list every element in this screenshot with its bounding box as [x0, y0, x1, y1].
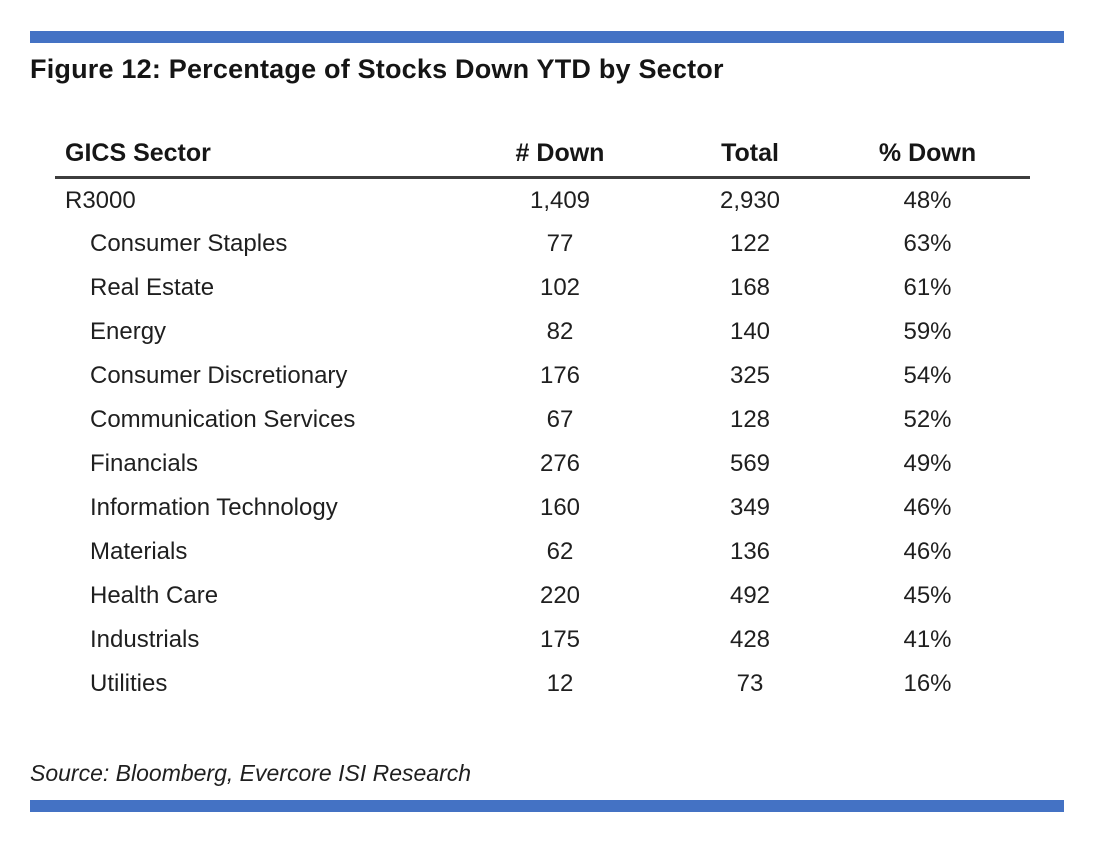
down-cell: 102: [539, 273, 581, 301]
sector-cell: Communication Services: [90, 405, 356, 433]
sector-cell: Materials: [90, 537, 188, 565]
pct-cell: 46%: [903, 537, 952, 565]
figure-title: Figure 12: Percentage of Stocks Down YTD…: [30, 54, 724, 84]
down-cell: 160: [539, 493, 581, 521]
col-header-total: Total: [675, 139, 825, 180]
col-header-pct-down: % Down: [825, 139, 1030, 180]
pct-cell: 54%: [903, 361, 952, 389]
down-cell: 1,409: [529, 186, 591, 214]
sector-table: GICS Sector # Down Total % Down R3000 1,4…: [55, 139, 1030, 706]
down-cell: 220: [539, 581, 581, 609]
table-body: R3000 1,409 2,930 48% Consumer Staples 77 122 6…: [55, 178, 1030, 706]
pct-cell: 52%: [903, 405, 952, 433]
down-cell: 62: [546, 537, 574, 565]
bottom-accent-bar: [30, 799, 1064, 812]
total-cell: 122: [729, 229, 771, 257]
sector-cell: Consumer Discretionary: [90, 361, 348, 389]
down-cell: 67: [546, 405, 574, 433]
table-row: Information Technology 160 349 46%: [55, 486, 1030, 530]
down-cell: 12: [546, 669, 574, 697]
sector-cell: Real Estate: [90, 273, 215, 301]
total-cell: 73: [736, 669, 764, 697]
sector-cell: Consumer Staples: [90, 229, 288, 257]
total-cell: 492: [729, 581, 771, 609]
down-cell: 175: [539, 625, 581, 653]
total-cell: 140: [729, 317, 771, 345]
pct-cell: 59%: [903, 317, 952, 345]
table-row: Communication Services 67 128 52%: [55, 398, 1030, 442]
pct-cell: 63%: [903, 229, 952, 257]
sector-cell: Industrials: [90, 625, 200, 653]
table-row: Utilities 12 73 16%: [55, 662, 1030, 706]
table-row: Energy 82 140 59%: [55, 310, 1030, 354]
table-row: Consumer Staples 77 122 63%: [55, 222, 1030, 266]
total-cell: 428: [729, 625, 771, 653]
table-row: Financials 276 569 49%: [55, 442, 1030, 486]
table-row: Industrials 175 428 41%: [55, 618, 1030, 662]
table-row: Materials 62 136 46%: [55, 530, 1030, 574]
top-accent-bar: [30, 31, 1064, 43]
total-cell: 2,930: [719, 186, 781, 214]
sector-cell: R3000: [65, 186, 136, 214]
table-row: Health Care 220 492 45%: [55, 574, 1030, 618]
sector-cell: Health Care: [90, 581, 219, 609]
sector-cell: Financials: [90, 449, 199, 477]
total-cell: 349: [729, 493, 771, 521]
down-cell: 82: [546, 317, 574, 345]
pct-cell: 61%: [903, 273, 952, 301]
down-cell: 176: [539, 361, 581, 389]
table-row: Consumer Discretionary 176 325 54%: [55, 354, 1030, 398]
pct-cell: 16%: [903, 669, 952, 697]
table-row: R3000 1,409 2,930 48%: [55, 178, 1030, 222]
down-cell: 77: [546, 229, 574, 257]
down-cell: 276: [539, 449, 581, 477]
sector-cell: Utilities: [90, 669, 168, 697]
pct-cell: 49%: [903, 449, 952, 477]
pct-cell: 46%: [903, 493, 952, 521]
source-note: Source: Bloomberg, Evercore ISI Research: [30, 759, 472, 786]
table-header-row: GICS Sector # Down Total % Down: [55, 139, 1030, 180]
total-cell: 168: [729, 273, 771, 301]
col-header-num-down: # Down: [445, 139, 675, 180]
total-cell: 569: [729, 449, 771, 477]
sector-cell: Energy: [90, 317, 167, 345]
table-row: Real Estate 102 168 61%: [55, 266, 1030, 310]
total-cell: 136: [729, 537, 771, 565]
pct-cell: 41%: [903, 625, 952, 653]
pct-cell: 45%: [903, 581, 952, 609]
pct-cell: 48%: [903, 186, 952, 214]
col-header-gics-sector: GICS Sector: [55, 139, 445, 180]
total-cell: 128: [729, 405, 771, 433]
sector-cell: Information Technology: [90, 493, 338, 521]
total-cell: 325: [729, 361, 771, 389]
